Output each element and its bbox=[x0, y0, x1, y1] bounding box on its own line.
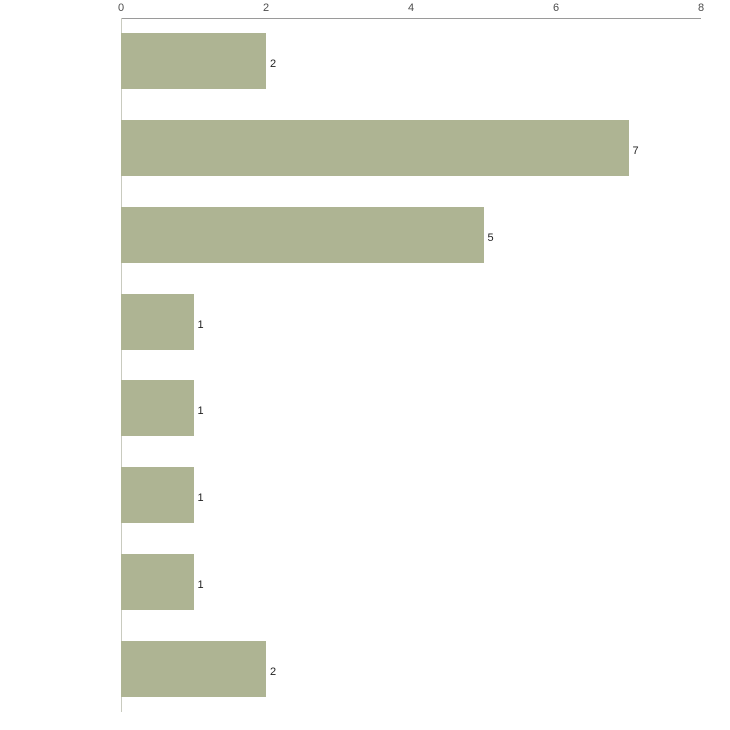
bar bbox=[121, 33, 266, 90]
bar-value-label: 2 bbox=[270, 665, 277, 678]
x-axis-line bbox=[121, 18, 701, 19]
x-tick-label: 0 bbox=[117, 2, 125, 14]
bar-value-label: 5 bbox=[487, 231, 494, 244]
x-tick-label: 8 bbox=[697, 2, 705, 14]
bar bbox=[121, 640, 266, 697]
bar bbox=[121, 293, 194, 350]
x-tick-label: 6 bbox=[552, 2, 560, 14]
y-axis-line bbox=[121, 18, 122, 712]
bar-value-label: 2 bbox=[270, 58, 277, 71]
bar bbox=[121, 380, 194, 437]
bar bbox=[121, 467, 194, 524]
bar-value-label: 7 bbox=[632, 145, 639, 158]
x-tick-label: 4 bbox=[407, 2, 415, 14]
bar bbox=[121, 120, 629, 177]
bar bbox=[121, 206, 484, 263]
x-tick-label: 2 bbox=[262, 2, 270, 14]
bar-value-label: 1 bbox=[197, 578, 204, 591]
bar-value-label: 1 bbox=[197, 492, 204, 505]
bar-value-label: 1 bbox=[197, 405, 204, 418]
bar-value-label: 1 bbox=[197, 318, 204, 331]
bar bbox=[121, 553, 194, 610]
